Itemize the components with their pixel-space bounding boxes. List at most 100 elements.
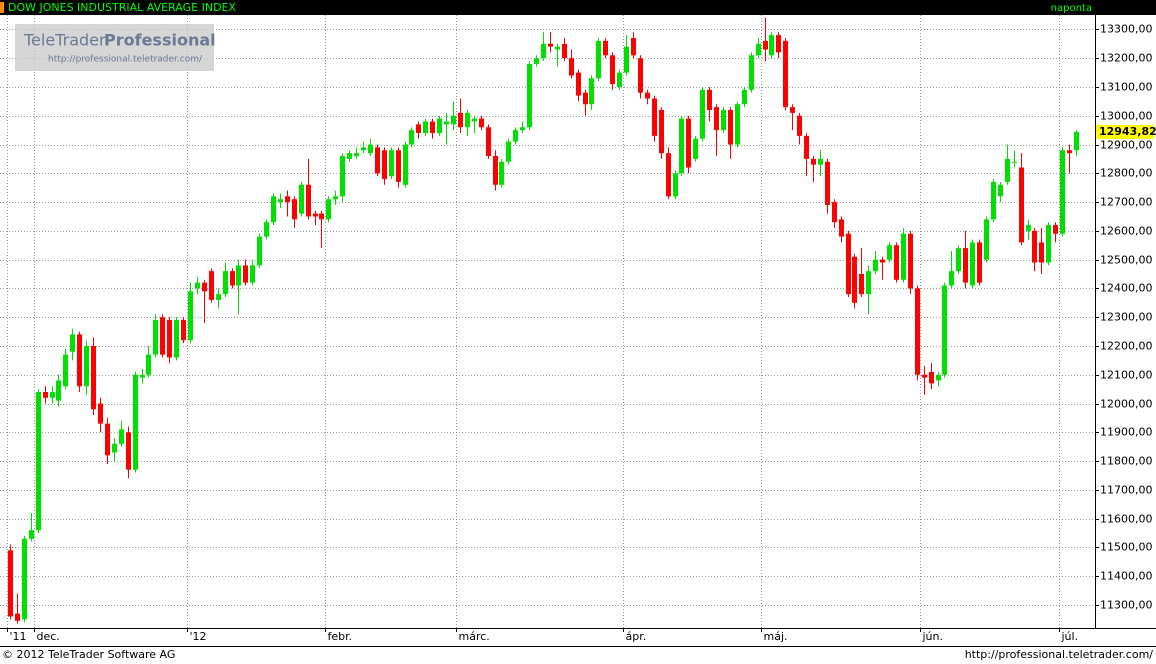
footer-url[interactable]: http://professional.teletrader.com/: [965, 648, 1154, 661]
candle-body: [797, 115, 802, 136]
y-tick-label: 11600,00: [1100, 513, 1153, 526]
title-marker: [0, 2, 4, 13]
candle-body: [686, 118, 691, 168]
candle-body: [271, 196, 276, 223]
candle-body: [403, 144, 408, 185]
candle-body: [278, 199, 283, 203]
candle-body: [631, 38, 636, 56]
candle-body: [292, 199, 297, 220]
candle-body: [742, 89, 747, 105]
candle-body: [929, 371, 934, 384]
candle-body: [299, 184, 304, 214]
candle-body: [29, 530, 34, 539]
candle-body: [638, 58, 643, 93]
candle-body: [783, 40, 788, 108]
candle-body: [50, 392, 55, 398]
candle-body: [548, 43, 553, 47]
candle-body: [479, 118, 484, 128]
candle-body: [527, 63, 532, 128]
candle-body: [209, 271, 214, 300]
candle-body: [223, 271, 228, 295]
candle-body: [98, 403, 103, 424]
candle-body: [659, 109, 664, 154]
candle-body: [610, 55, 615, 85]
candle-body: [499, 161, 504, 185]
candle-body: [1074, 131, 1079, 151]
candle-body: [1012, 161, 1017, 163]
x-tick-label: júl.: [1061, 630, 1079, 643]
candle-body: [936, 374, 941, 381]
candle-body: [368, 144, 373, 154]
candle-body: [15, 613, 20, 621]
candle-body: [603, 40, 608, 56]
last-price-label: 12943,82: [1099, 125, 1156, 138]
candle-body: [133, 374, 138, 470]
candle-body: [8, 550, 13, 617]
candle-body: [617, 72, 622, 87]
candle-body: [63, 354, 68, 387]
candle-body: [430, 121, 435, 133]
y-tick-label: 11300,00: [1100, 599, 1153, 612]
candle-body: [354, 153, 359, 157]
footer-copyright: © 2012 TeleTrader Software AG: [2, 648, 175, 661]
candle-body: [714, 107, 719, 131]
y-tick-label: 11700,00: [1100, 484, 1153, 497]
y-tick-label: 12100,00: [1100, 369, 1153, 382]
candle-body: [43, 392, 48, 398]
candle-body: [319, 213, 324, 220]
candle-body: [84, 345, 89, 387]
candle-body: [1067, 150, 1072, 154]
candle-body: [839, 219, 844, 237]
candle-body: [506, 141, 511, 162]
last-price-box: [1096, 124, 1154, 139]
candle-body: [555, 46, 560, 50]
logo-brand: TeleTrader: [23, 31, 106, 50]
candle-body: [264, 222, 269, 237]
y-tick-label: 12500,00: [1100, 254, 1153, 267]
candle-body: [285, 196, 290, 203]
candle-body: [866, 271, 871, 295]
candle-body: [202, 282, 207, 292]
candle-body: [216, 294, 221, 300]
candle-body: [666, 153, 671, 197]
y-tick-label: 11400,00: [1100, 570, 1153, 583]
candle-body: [22, 538, 27, 620]
title-bar: [0, 0, 1156, 15]
candle-body: [1046, 225, 1051, 263]
candle-body: [195, 282, 200, 289]
candle-body: [493, 156, 498, 185]
candle-body: [624, 46, 629, 73]
candle-body: [333, 196, 338, 200]
x-tick-label: dec.: [37, 630, 60, 643]
y-tick-label: 12600,00: [1100, 225, 1153, 238]
candle-body: [645, 92, 650, 99]
candle-body: [887, 245, 892, 260]
candle-body: [313, 213, 318, 217]
candle-body: [756, 43, 761, 56]
candle-body: [250, 265, 255, 283]
frequency[interactable]: naponta: [1051, 3, 1092, 14]
candle-body: [1060, 150, 1065, 234]
candle-body: [949, 271, 954, 286]
candle-body: [153, 320, 158, 355]
candle-body: [915, 288, 920, 375]
candle-body: [769, 35, 774, 56]
x-tick-label: '12: [190, 630, 207, 643]
candle-body: [382, 150, 387, 180]
logo-url: http://professional.teletrader.com/: [48, 55, 203, 65]
y-tick-label: 12800,00: [1100, 167, 1153, 180]
candle-body: [513, 130, 518, 142]
y-tick-label: 12700,00: [1100, 196, 1153, 209]
candle-body: [749, 55, 754, 90]
candle-body: [541, 43, 546, 59]
candle-body: [409, 130, 414, 145]
x-tick-label: febr.: [328, 630, 353, 643]
y-tick-label: 12000,00: [1100, 398, 1153, 411]
candle-body: [811, 158, 816, 165]
candle-body: [832, 202, 837, 223]
candle-body: [140, 374, 145, 378]
candle-body: [347, 153, 352, 159]
y-tick-label: 13100,00: [1100, 81, 1153, 94]
candle-body: [583, 92, 588, 105]
candle-body: [174, 320, 179, 358]
